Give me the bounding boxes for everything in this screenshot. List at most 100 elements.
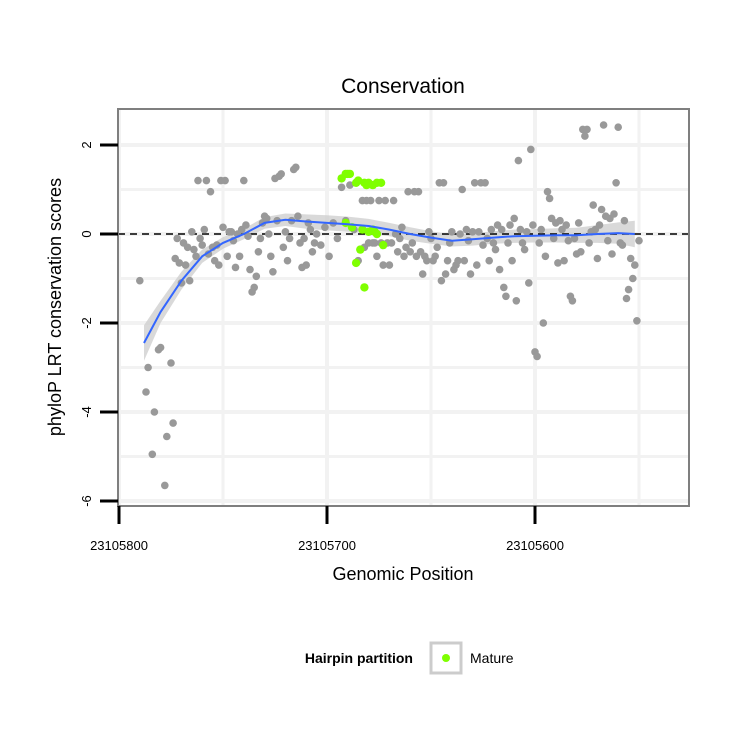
- data-point: [267, 252, 275, 261]
- mature-point: [360, 283, 369, 292]
- data-point: [400, 252, 408, 261]
- data-point: [522, 228, 531, 236]
- y-tick-label: 0: [79, 230, 94, 237]
- data-point: [223, 252, 231, 261]
- data-point: [549, 234, 558, 243]
- data-point: [560, 256, 568, 265]
- data-point: [614, 123, 622, 131]
- data-point: [495, 265, 504, 274]
- legend-mature-marker: [442, 654, 450, 662]
- y-axis-label: phyloP LRT conservation scores: [45, 178, 65, 436]
- data-point: [448, 228, 456, 236]
- data-point: [156, 343, 165, 352]
- data-point: [308, 248, 317, 256]
- data-point: [529, 221, 537, 229]
- x-tick-label: 23105600: [506, 538, 564, 553]
- x-axis: 23105800 23105700 23105600: [90, 506, 564, 553]
- data-point: [175, 259, 184, 267]
- data-point: [304, 219, 313, 227]
- legend-title: Hairpin partition: [305, 650, 413, 666]
- data-point: [285, 234, 294, 243]
- data-point: [425, 228, 433, 236]
- data-point: [366, 196, 375, 205]
- data-point: [508, 256, 516, 265]
- data-point: [537, 225, 545, 234]
- y-tick-label: -4: [79, 406, 94, 418]
- data-point: [215, 261, 223, 269]
- data-point: [518, 239, 527, 247]
- x-tick-label: 23105700: [298, 538, 356, 553]
- data-point: [564, 236, 573, 245]
- smooth-confidence-ribbon: [144, 213, 635, 361]
- legend: Hairpin partition Mature: [305, 641, 514, 675]
- data-point: [337, 183, 346, 192]
- data-point: [439, 179, 448, 187]
- data-point: [589, 201, 597, 209]
- data-point: [333, 234, 342, 243]
- smooth-curve: [143, 218, 635, 344]
- data-point: [265, 230, 273, 238]
- data-point: [456, 230, 464, 238]
- data-point: [396, 234, 404, 243]
- data-point: [433, 243, 442, 252]
- data-point: [506, 221, 514, 229]
- data-point: [414, 187, 423, 196]
- data-point: [516, 225, 525, 234]
- data-point: [514, 156, 523, 165]
- data-point: [620, 216, 629, 225]
- data-point: [202, 176, 211, 185]
- data-point: [246, 265, 254, 274]
- data-point: [431, 252, 440, 261]
- data-point: [525, 279, 533, 287]
- data-point: [144, 363, 152, 372]
- data-point: [597, 205, 606, 214]
- data-point: [244, 232, 252, 240]
- data-point: [169, 419, 177, 427]
- data-point: [479, 241, 487, 249]
- data-point: [379, 261, 388, 269]
- data-point: [371, 239, 379, 247]
- data-point: [206, 187, 215, 196]
- data-point: [198, 241, 206, 249]
- data-point: [489, 239, 498, 247]
- data-point: [387, 239, 396, 247]
- mature-point: [356, 245, 365, 254]
- data-point: [626, 254, 635, 263]
- data-point: [491, 245, 500, 254]
- data-point: [539, 319, 548, 327]
- data-point: [622, 294, 631, 303]
- data-point: [235, 252, 244, 261]
- data-point: [381, 196, 390, 205]
- plot-border: [117, 108, 690, 507]
- data-point: [466, 270, 475, 278]
- data-point: [423, 256, 431, 265]
- data-point: [462, 225, 471, 234]
- data-point: [242, 221, 250, 229]
- data-point: [190, 245, 198, 254]
- data-point: [441, 270, 450, 278]
- data-point: [485, 256, 494, 265]
- data-point: [385, 261, 394, 269]
- data-point: [292, 163, 300, 172]
- data-point: [262, 214, 271, 223]
- data-point: [183, 243, 192, 252]
- chart-title: Conservation: [341, 75, 465, 98]
- mature-point: [345, 169, 355, 179]
- data-point: [181, 261, 190, 269]
- data-point: [418, 270, 427, 278]
- data-point: [504, 239, 512, 247]
- data-point: [554, 259, 562, 267]
- data-point: [389, 196, 398, 205]
- data-point: [312, 230, 321, 238]
- data-point: [460, 256, 469, 265]
- data-point: [454, 256, 462, 265]
- data-point: [221, 176, 229, 185]
- data-point: [310, 239, 319, 247]
- data-points: [136, 121, 643, 490]
- data-point: [281, 228, 290, 236]
- data-point: [317, 241, 325, 249]
- data-point: [142, 388, 150, 396]
- data-point: [192, 252, 200, 261]
- data-point: [408, 239, 417, 247]
